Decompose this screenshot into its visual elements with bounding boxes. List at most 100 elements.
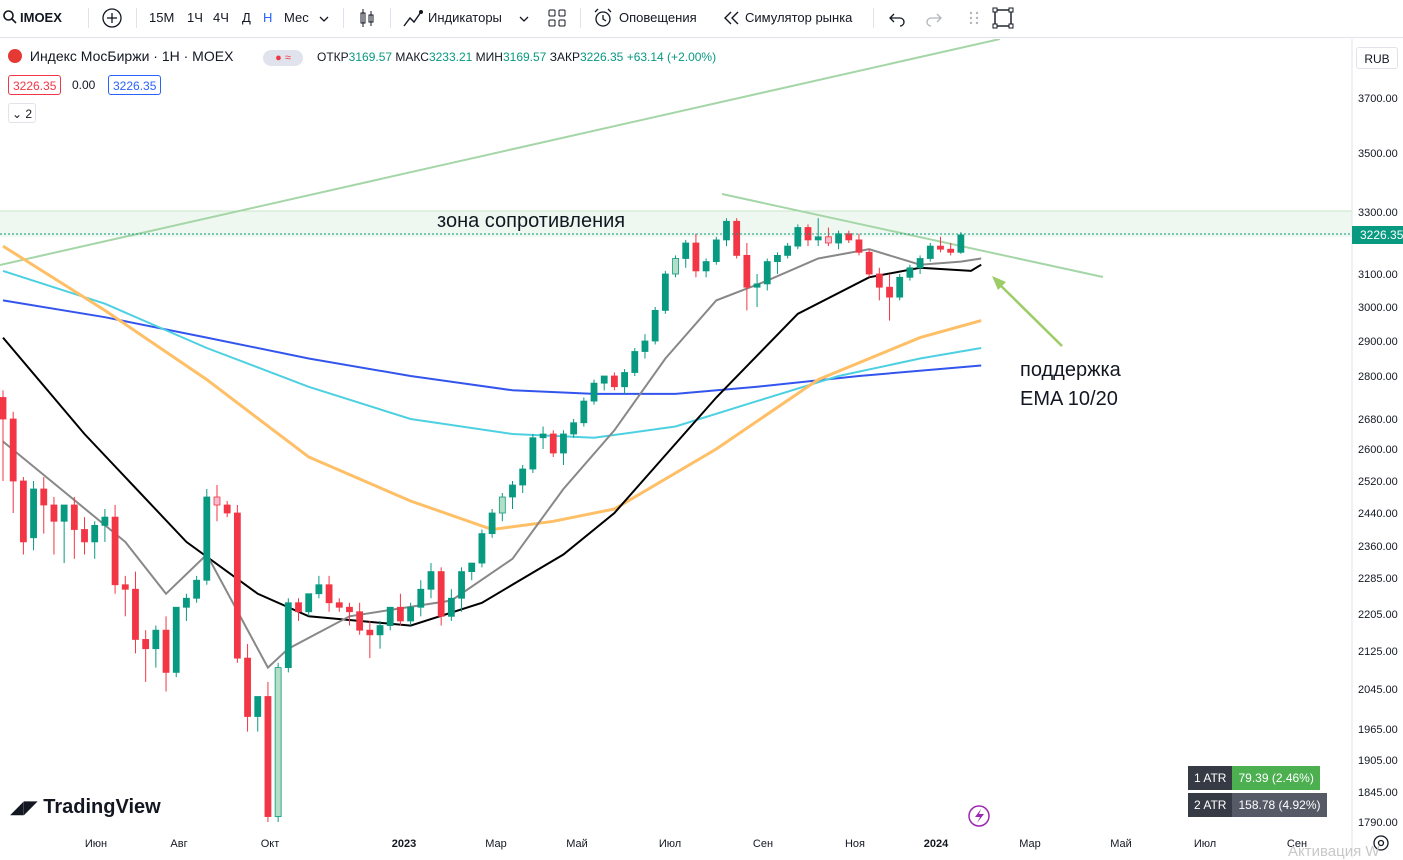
symbol-title: Индекс МосБиржи · 1Н · MOEX: [29, 48, 234, 64]
indicators-button[interactable]: Индикаторы: [428, 10, 502, 25]
candle: [865, 249, 873, 278]
candle-body: [661, 273, 669, 311]
candle-body: [437, 571, 445, 617]
open-label: ОТКР: [317, 50, 349, 64]
interval-1h[interactable]: 1Ч: [187, 10, 203, 25]
candle: [60, 504, 68, 564]
candle: [743, 243, 751, 311]
candle-body: [947, 248, 955, 253]
interval-week[interactable]: Н: [263, 10, 273, 25]
y-tick-label: 2600.00: [1358, 444, 1398, 456]
candle: [274, 662, 282, 822]
x-tick-label: Июн: [85, 838, 107, 850]
candle-body: [305, 593, 313, 613]
candle-body: [733, 220, 741, 256]
candle-body: [91, 524, 99, 543]
candle: [121, 575, 129, 617]
candle: [824, 227, 832, 247]
candle: [162, 616, 170, 692]
indicators-collapse[interactable]: ⌄ 2: [8, 103, 36, 123]
interval-day[interactable]: Д: [242, 10, 251, 25]
redo-icon[interactable]: [922, 6, 946, 30]
candle-body: [784, 245, 792, 256]
alerts-button[interactable]: Оповещения: [619, 10, 697, 25]
candle: [539, 426, 547, 449]
candle-body: [162, 629, 170, 673]
add-symbol-icon[interactable]: [100, 6, 124, 30]
tradingview-logo[interactable]: ◢◤ TradingView: [10, 796, 161, 819]
candle: [264, 681, 272, 822]
buy-price-box[interactable]: 3226.35: [108, 75, 162, 95]
candle: [529, 434, 537, 473]
chevron-down-icon: ⌄: [11, 107, 23, 121]
toolbar-separator: [580, 8, 581, 28]
candle: [0, 390, 7, 481]
select-rectangle-icon[interactable]: [991, 6, 1015, 30]
candle-body: [417, 588, 425, 608]
symbol-legend[interactable]: Индекс МосБиржи · 1Н · MOEX: [8, 48, 233, 64]
candle: [376, 620, 384, 649]
y-tick-label: 2205.00: [1358, 609, 1398, 621]
candle-body: [478, 533, 486, 564]
drag-handle-icon[interactable]: [962, 6, 986, 30]
candle: [916, 255, 924, 274]
chevron-down-icon[interactable]: [318, 14, 330, 24]
visibility-toggle[interactable]: ● ≈: [263, 50, 303, 66]
candle-body: [30, 488, 37, 539]
x-tick-label: Июл: [1194, 838, 1216, 850]
search-icon[interactable]: [2, 9, 18, 25]
candle: [937, 236, 944, 253]
candle: [213, 485, 221, 522]
brand-name: TradingView: [43, 796, 161, 818]
candle-body: [539, 433, 547, 439]
candle-body: [621, 372, 628, 388]
alarm-clock-icon[interactable]: [591, 6, 615, 30]
support-label-line2: EMA 10/20: [1020, 388, 1118, 410]
candle: [172, 606, 180, 678]
candle: [305, 593, 313, 617]
trendline-resistance: [721, 193, 1104, 278]
candle: [101, 509, 109, 542]
candle: [488, 509, 496, 538]
candle-body: [926, 245, 934, 259]
candle: [835, 230, 842, 250]
y-tick-label: 2800.00: [1358, 371, 1398, 383]
tradingview-mark-icon: ◢◤: [10, 797, 38, 817]
undo-icon[interactable]: [885, 6, 909, 30]
x-tick-label: 2023: [392, 838, 416, 850]
x-tick-label: Окт: [261, 838, 280, 850]
lightning-icon[interactable]: [968, 805, 990, 827]
sell-price-box[interactable]: 3226.35: [8, 75, 62, 95]
candle-body: [906, 267, 914, 278]
price-chart[interactable]: 3700.00 3500.00 3300.00 3100.00 3000.00 2900.…: [0, 39, 1403, 858]
candle: [886, 274, 893, 321]
candle-body: [9, 418, 17, 482]
replay-button[interactable]: Симулятор рынка: [745, 10, 853, 25]
candle: [437, 567, 445, 626]
x-tick-label: 2024: [924, 838, 949, 850]
candle: [346, 602, 353, 626]
candle-body: [427, 571, 435, 590]
toolbar-separator: [88, 8, 89, 28]
chevron-down-icon[interactable]: [518, 14, 530, 24]
candle-body: [356, 611, 364, 631]
candle: [366, 620, 374, 659]
currency-button[interactable]: RUB: [1356, 47, 1398, 69]
interval-month[interactable]: Мес: [284, 10, 309, 25]
interval-15m[interactable]: 15М: [149, 10, 175, 25]
toolbar-separator: [343, 8, 344, 28]
indicators-icon[interactable]: [401, 6, 425, 30]
layout-grid-icon[interactable]: [545, 6, 569, 30]
indicators-count: 2: [25, 107, 33, 121]
interval-4h[interactable]: 4Ч: [213, 10, 229, 25]
toolbar-separator: [390, 8, 391, 28]
candle: [580, 397, 588, 427]
ema200-line: [2, 299, 982, 395]
symbol-search[interactable]: IMOEX: [20, 10, 62, 25]
replay-icon[interactable]: [720, 6, 744, 30]
candles-icon[interactable]: [355, 6, 379, 30]
candle: [223, 501, 231, 518]
settings-gear-center: [1377, 839, 1385, 847]
settings-gear-icon[interactable]: [1373, 835, 1389, 851]
candle: [926, 243, 934, 262]
